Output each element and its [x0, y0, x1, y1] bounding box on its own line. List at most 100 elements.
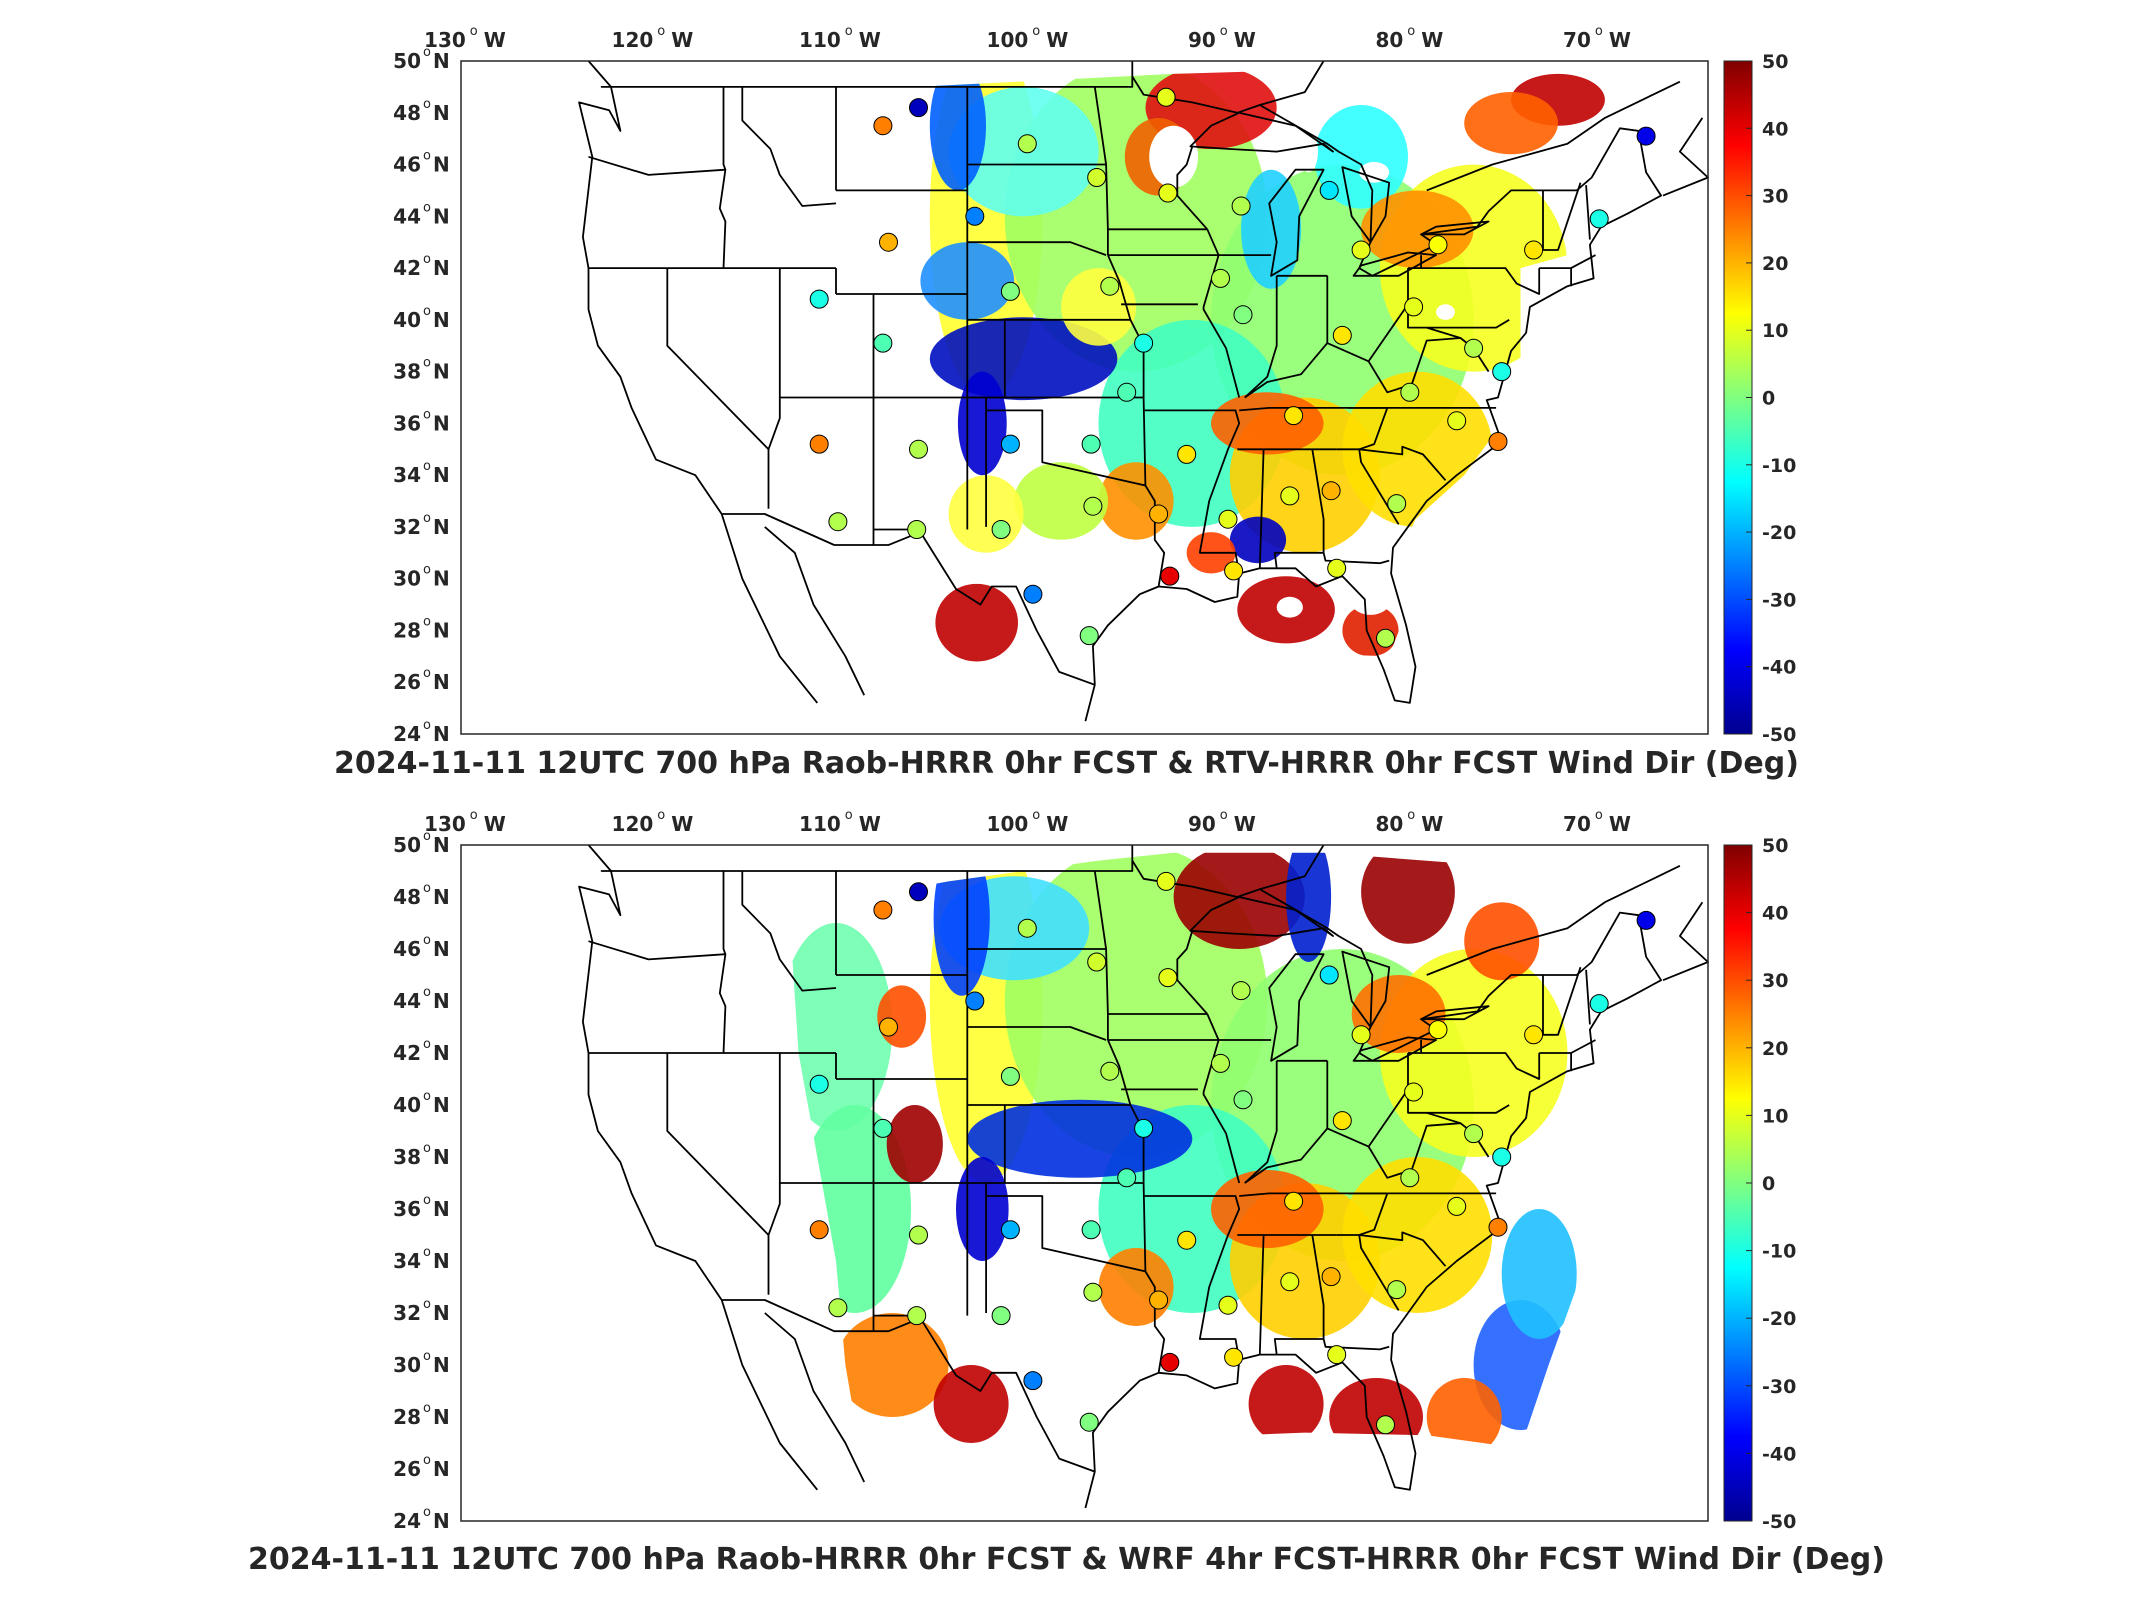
field-patch	[1314, 105, 1408, 209]
field-patch	[933, 1365, 1009, 1443]
state-boundary	[1407, 304, 1510, 329]
raob-station-marker	[1233, 305, 1253, 325]
colorbar-tick-label: -50	[1762, 724, 1796, 746]
bottom-map-title: 2024-11-11 12UTC 700 hPa Raob-HRRR 0hr F…	[248, 1542, 1885, 1577]
latitude-tick-label: 40 o N	[393, 1089, 450, 1117]
canada-coastline	[587, 60, 612, 88]
raob-station-marker	[1524, 1025, 1544, 1045]
longitude-tick-label: 120 o W	[612, 24, 694, 52]
svg-text:26: 26	[393, 1457, 421, 1481]
latitude-tick-label: 36 o N	[393, 407, 450, 435]
svg-text:o: o	[470, 808, 478, 823]
longitude-tick-label: 130 o W	[424, 808, 506, 836]
svg-text:N: N	[433, 308, 450, 332]
state-boundary	[967, 1026, 1107, 1041]
svg-text:36: 36	[393, 1197, 421, 1221]
raob-station-marker	[1017, 918, 1037, 938]
svg-text:80: 80	[1375, 28, 1403, 52]
colorbar-tick-label: -40	[1762, 657, 1796, 679]
raob-station-marker	[1447, 1196, 1467, 1216]
state-boundary	[1407, 1089, 1510, 1114]
svg-text:o: o	[423, 1245, 431, 1260]
svg-text:36: 36	[393, 411, 421, 435]
raob-station-marker	[909, 439, 928, 459]
svg-text:130: 130	[424, 28, 466, 52]
raob-station-marker	[1376, 628, 1395, 648]
state-boundary	[1244, 275, 1278, 399]
raob-station-marker	[909, 1225, 928, 1245]
svg-text:o: o	[423, 615, 431, 630]
raob-station-marker	[991, 1306, 1011, 1326]
raob-station-marker	[1233, 1090, 1253, 1110]
raob-station-marker	[1319, 180, 1339, 200]
svg-text:N: N	[433, 885, 450, 909]
raob-station-marker	[1376, 1415, 1395, 1435]
svg-text:38: 38	[393, 360, 421, 384]
svg-text:W: W	[1046, 812, 1068, 836]
raob-station-marker	[1400, 382, 1420, 402]
latitude-tick-label: 40 o N	[393, 304, 450, 332]
svg-text:30: 30	[393, 1353, 421, 1377]
raob-station-marker	[1351, 1025, 1371, 1045]
raob-station-marker	[1321, 481, 1341, 501]
svg-text:N: N	[433, 1041, 450, 1065]
svg-text:70: 70	[1563, 28, 1591, 52]
raob-station-marker	[1211, 268, 1230, 288]
svg-text:o: o	[423, 1141, 431, 1156]
field-patch	[877, 985, 927, 1048]
svg-text:N: N	[433, 1301, 450, 1325]
canada-coastline	[587, 844, 612, 872]
canada-coastline	[1259, 60, 1325, 106]
longitude-tick-label: 80 o W	[1375, 808, 1443, 836]
raob-station-marker	[1387, 1280, 1407, 1300]
state-boundary	[1336, 445, 1447, 481]
raob-station-marker	[1231, 981, 1251, 1001]
svg-text:o: o	[423, 1193, 431, 1208]
state-boundary	[985, 397, 1146, 487]
raob-station-marker	[1321, 1267, 1341, 1287]
field-patch	[1464, 902, 1540, 981]
mexico-coastline	[1084, 684, 1096, 722]
svg-text:N: N	[433, 1509, 450, 1533]
colorbar-tick-label: -50	[1762, 1511, 1796, 1533]
canada-coastline	[1426, 864, 1681, 976]
raob-station-marker	[1404, 297, 1424, 317]
svg-text:120: 120	[612, 812, 654, 836]
svg-text:W: W	[1046, 28, 1068, 52]
svg-text:110: 110	[799, 28, 841, 52]
state-boundary	[1176, 930, 1208, 1015]
svg-text:N: N	[433, 619, 450, 643]
raob-station-marker	[907, 520, 927, 539]
state-boundary	[1143, 1195, 1241, 1360]
state-boundary	[1239, 407, 1497, 412]
svg-text:o: o	[423, 1453, 431, 1468]
raob-station-marker	[1079, 626, 1099, 646]
raob-station-marker	[1023, 1371, 1043, 1391]
raob-station-marker	[1492, 362, 1512, 382]
state-boundary	[1542, 966, 1582, 1036]
svg-text:o: o	[1595, 808, 1603, 823]
great-lake-outline	[1352, 1036, 1437, 1062]
state-boundary	[1202, 228, 1241, 398]
top-map-title: 2024-11-11 12UTC 700 hPa Raob-HRRR 0hr F…	[334, 746, 1799, 781]
svg-text:N: N	[433, 411, 450, 435]
state-boundary	[1585, 185, 1591, 240]
latitude-tick-label: 30 o N	[393, 1349, 450, 1377]
colorbar-tick-label: 0	[1762, 1173, 1775, 1195]
state-boundary	[1358, 407, 1389, 451]
raob-station-marker	[1589, 994, 1609, 1014]
raob-station-marker	[1524, 240, 1544, 260]
svg-text:N: N	[433, 937, 450, 961]
svg-text:o: o	[1032, 24, 1040, 39]
svg-text:N: N	[433, 1145, 450, 1169]
raob-station-marker	[1464, 338, 1484, 358]
state-boundary	[588, 940, 726, 961]
raob-station-marker	[1404, 1082, 1424, 1102]
raob-station-marker	[1083, 496, 1103, 516]
svg-text:o: o	[1407, 808, 1415, 823]
longitude-tick-label: 110 o W	[799, 24, 881, 52]
field-patch	[836, 1313, 949, 1417]
svg-text:N: N	[433, 49, 450, 73]
raob-station-marker	[1327, 1345, 1347, 1365]
colorbar-tick-label: 40	[1762, 118, 1788, 140]
